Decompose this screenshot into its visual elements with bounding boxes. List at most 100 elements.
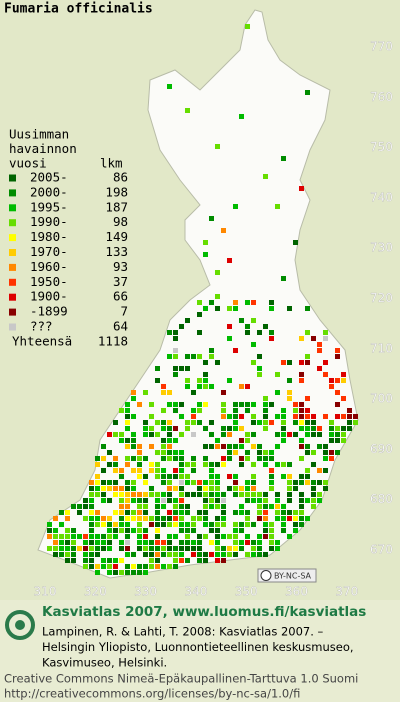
grid-cell xyxy=(119,492,124,497)
grid-cell xyxy=(173,474,178,479)
grid-cell xyxy=(323,372,328,377)
grid-cell xyxy=(143,516,148,521)
grid-cell xyxy=(155,552,160,557)
grid-cell xyxy=(245,516,250,521)
grid-cell xyxy=(209,216,214,221)
grid-cell xyxy=(209,468,214,473)
grid-cell xyxy=(233,510,238,515)
grid-cell xyxy=(305,360,310,365)
grid-cell xyxy=(227,324,232,329)
grid-cell xyxy=(305,444,310,449)
grid-cell xyxy=(155,558,160,563)
grid-cell xyxy=(203,306,208,311)
grid-cell xyxy=(113,510,118,515)
grid-cell xyxy=(245,432,250,437)
grid-cell xyxy=(173,426,178,431)
grid-cell xyxy=(179,432,184,437)
grid-cell xyxy=(221,504,226,509)
grid-cell xyxy=(77,504,82,509)
grid-cell xyxy=(143,456,148,461)
grid-cell xyxy=(245,534,250,539)
grid-cell xyxy=(287,390,292,395)
grid-cell xyxy=(233,480,238,485)
y-label: 730 xyxy=(370,241,393,255)
grid-cell xyxy=(89,510,94,515)
grid-cell xyxy=(167,354,172,359)
grid-cell xyxy=(311,432,316,437)
legend-swatch xyxy=(9,263,16,271)
grid-cell xyxy=(251,414,256,419)
grid-cell xyxy=(125,492,130,497)
grid-cell xyxy=(203,534,208,539)
grid-cell xyxy=(239,114,244,119)
grid-cell xyxy=(155,492,160,497)
grid-cell xyxy=(257,510,262,515)
grid-cell xyxy=(185,540,190,545)
grid-cell xyxy=(107,534,112,539)
grid-cell xyxy=(209,540,214,545)
grid-cell xyxy=(263,414,268,419)
grid-cell xyxy=(323,444,328,449)
grid-cell xyxy=(89,558,94,563)
grid-cell xyxy=(125,408,130,413)
grid-cell xyxy=(107,570,112,575)
grid-cell xyxy=(245,450,250,455)
grid-cell xyxy=(59,534,64,539)
grid-cell xyxy=(185,492,190,497)
grid-cell xyxy=(137,546,142,551)
grid-cell xyxy=(179,498,184,503)
grid-cell xyxy=(125,564,130,569)
grid-cell xyxy=(335,354,340,359)
grid-cell xyxy=(335,438,340,443)
grid-cell xyxy=(161,498,166,503)
grid-cell xyxy=(311,486,316,491)
grid-cell xyxy=(257,516,262,521)
grid-cell xyxy=(275,204,280,209)
grid-cell xyxy=(251,300,256,305)
grid-cell xyxy=(215,444,220,449)
grid-cell xyxy=(185,318,190,323)
grid-cell xyxy=(161,468,166,473)
grid-cell xyxy=(251,402,256,407)
grid-cell xyxy=(215,462,220,467)
grid-cell xyxy=(203,552,208,557)
grid-cell xyxy=(173,504,178,509)
grid-cell xyxy=(227,474,232,479)
grid-cell xyxy=(209,432,214,437)
legend-label: 2005- xyxy=(30,170,68,185)
legend-label: ??? xyxy=(30,319,53,334)
grid-cell xyxy=(263,324,268,329)
grid-cell xyxy=(113,462,118,467)
grid-cell xyxy=(227,306,232,311)
grid-cell xyxy=(125,504,130,509)
legend-count: 66 xyxy=(113,289,128,304)
legend-heading: vuosi xyxy=(9,156,47,171)
grid-cell xyxy=(197,408,202,413)
y-label: 690 xyxy=(370,442,393,456)
grid-cell xyxy=(245,522,250,527)
grid-cell xyxy=(101,558,106,563)
grid-cell xyxy=(233,534,238,539)
grid-cell xyxy=(179,516,184,521)
grid-cell xyxy=(209,300,214,305)
grid-cell xyxy=(65,540,70,545)
grid-cell xyxy=(185,546,190,551)
grid-cell xyxy=(125,552,130,557)
grid-cell xyxy=(95,462,100,467)
grid-cell xyxy=(101,534,106,539)
grid-cell xyxy=(335,348,340,353)
x-label: 370 xyxy=(335,585,358,599)
grid-cell xyxy=(305,354,310,359)
grid-cell xyxy=(119,570,124,575)
grid-cell xyxy=(149,402,154,407)
grid-cell xyxy=(263,522,268,527)
grid-cell xyxy=(257,546,262,551)
grid-cell xyxy=(149,462,154,467)
grid-cell xyxy=(143,432,148,437)
grid-cell xyxy=(299,480,304,485)
grid-cell xyxy=(245,438,250,443)
grid-cell xyxy=(173,516,178,521)
grid-cell xyxy=(143,492,148,497)
grid-cell xyxy=(221,498,226,503)
grid-cell xyxy=(155,420,160,425)
